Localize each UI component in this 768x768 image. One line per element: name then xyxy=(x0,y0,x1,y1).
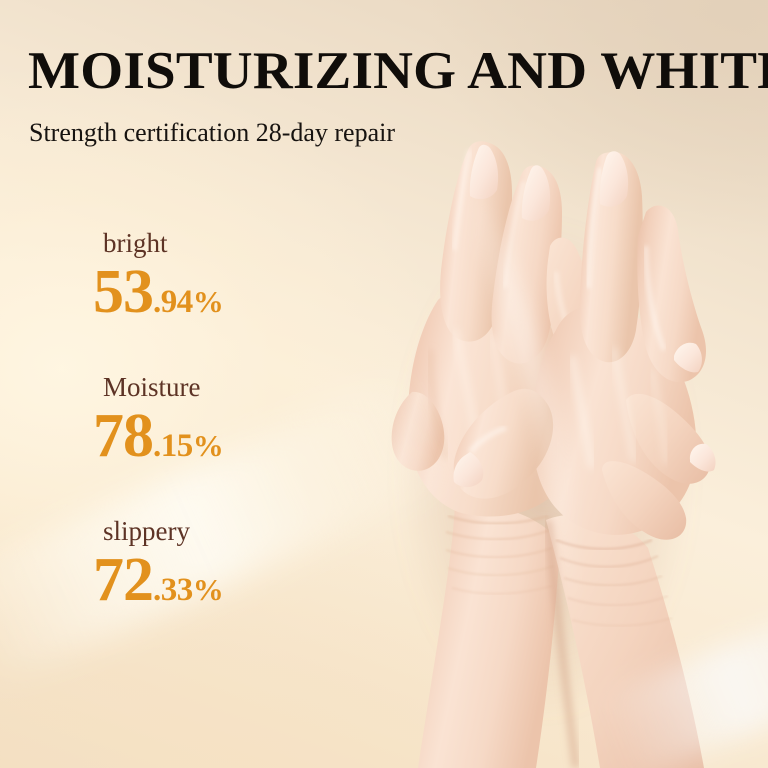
stat-fraction: .33 xyxy=(153,572,193,609)
stat-integer: 53 xyxy=(93,258,154,327)
stat-fraction: .94 xyxy=(153,284,193,321)
stats-list: bright 53.94% Moisture 78.15% slippery 7… xyxy=(0,228,380,613)
page-subtitle: Strength certification 28-day repair xyxy=(29,118,396,147)
page-title: MOISTURIZING AND WHITE xyxy=(28,42,768,100)
stat-label: slippery xyxy=(103,516,190,547)
stat-value: 53.94% xyxy=(0,258,380,327)
stat-label: bright xyxy=(103,228,168,258)
stat-slippery: slippery 72.33% xyxy=(0,516,380,613)
stat-percent: % xyxy=(192,428,224,464)
stat-fraction: .15 xyxy=(153,428,193,465)
stat-percent: % xyxy=(192,284,224,320)
stat-value: 78.15% xyxy=(0,404,380,469)
stat-moisture: Moisture 78.15% xyxy=(0,372,380,469)
stat-bright: bright 53.94% xyxy=(0,228,380,325)
stat-label: Moisture xyxy=(103,372,201,403)
stat-integer: 78 xyxy=(93,402,154,471)
stat-integer: 72 xyxy=(93,546,154,615)
stat-value: 72.33% xyxy=(0,548,380,613)
stat-percent: % xyxy=(192,572,224,608)
